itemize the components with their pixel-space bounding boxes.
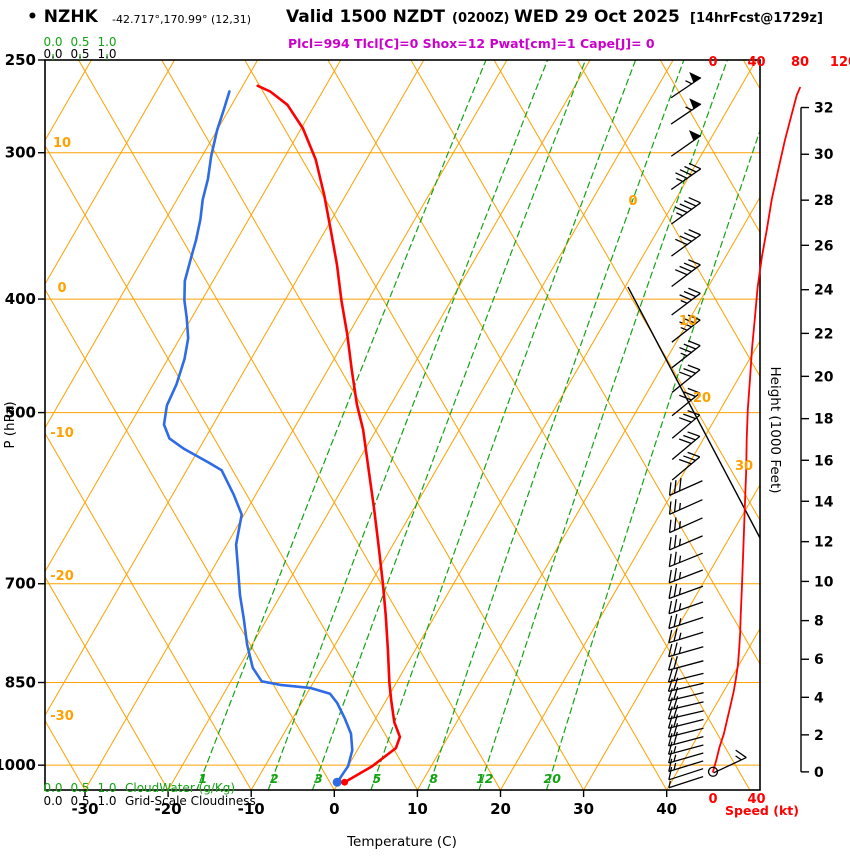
svg-text:0.0: 0.0 bbox=[43, 794, 62, 808]
svg-text:20: 20 bbox=[544, 771, 562, 786]
speed-surface-circle bbox=[707, 766, 719, 777]
svg-text:4: 4 bbox=[814, 690, 824, 706]
profile-curves bbox=[162, 84, 402, 787]
svg-text:Height (1000 Feet): Height (1000 Feet) bbox=[767, 366, 783, 493]
svg-text:40: 40 bbox=[747, 55, 765, 70]
svg-text:2: 2 bbox=[814, 728, 824, 744]
svg-text:10: 10 bbox=[407, 800, 428, 818]
svg-text:26: 26 bbox=[814, 238, 833, 254]
svg-text:0.5: 0.5 bbox=[70, 781, 89, 795]
svg-text:5: 5 bbox=[373, 771, 382, 786]
svg-text:300: 300 bbox=[5, 144, 36, 162]
svg-text:Temperature (C): Temperature (C) bbox=[346, 834, 457, 850]
svg-text:40: 40 bbox=[747, 792, 765, 807]
svg-text:0: 0 bbox=[57, 281, 66, 296]
cloud-scales: 0.00.00.50.51.01.00.00.00.50.51.01.0Clou… bbox=[43, 35, 255, 808]
svg-text:-30: -30 bbox=[50, 709, 74, 724]
svg-text:120: 120 bbox=[830, 55, 850, 70]
svg-text:3: 3 bbox=[314, 771, 323, 786]
svg-text:1.0: 1.0 bbox=[97, 781, 116, 795]
svg-text:-10: -10 bbox=[238, 800, 265, 818]
svg-text:CloudWater (g/Kg): CloudWater (g/Kg) bbox=[125, 781, 235, 795]
svg-text:0.5: 0.5 bbox=[70, 35, 89, 49]
svg-text:24: 24 bbox=[814, 283, 834, 299]
svg-text:30: 30 bbox=[573, 800, 594, 818]
svg-text:0: 0 bbox=[708, 792, 717, 807]
svg-text:1.0: 1.0 bbox=[97, 35, 116, 49]
valid-zulu: (0200Z) bbox=[452, 11, 510, 26]
svg-text:8: 8 bbox=[814, 614, 824, 630]
svg-text:850: 850 bbox=[5, 674, 36, 692]
svg-text:8: 8 bbox=[429, 771, 438, 786]
svg-text:6: 6 bbox=[814, 652, 824, 668]
svg-text:0: 0 bbox=[329, 800, 339, 818]
svg-text:-20: -20 bbox=[155, 800, 182, 818]
svg-text:700: 700 bbox=[5, 575, 36, 593]
svg-text:0: 0 bbox=[628, 194, 637, 209]
svg-text:-30: -30 bbox=[71, 800, 98, 818]
svg-text:12: 12 bbox=[814, 535, 833, 551]
wind-barbs bbox=[667, 71, 747, 789]
valid-date: WED 29 Oct 2025 bbox=[514, 7, 680, 27]
svg-text:20: 20 bbox=[814, 369, 834, 385]
plot-frame bbox=[44, 59, 761, 791]
svg-text:P (hPa): P (hPa) bbox=[2, 401, 18, 448]
svg-text:0.5: 0.5 bbox=[70, 794, 89, 808]
svg-text:20: 20 bbox=[693, 391, 711, 406]
axis-labels: 2503004005007008501000-30-20-10010203040… bbox=[0, 51, 677, 850]
temperature-surface-dot bbox=[341, 778, 349, 786]
svg-text:0: 0 bbox=[814, 765, 824, 781]
svg-text:1000: 1000 bbox=[0, 756, 36, 774]
svg-text:Grid-Scale Cloudiness: Grid-Scale Cloudiness bbox=[125, 794, 256, 808]
wind-speed-curve bbox=[707, 86, 801, 777]
svg-text:-20: -20 bbox=[50, 569, 74, 584]
valid-time: Valid 1500 NZDT bbox=[286, 7, 445, 27]
svg-text:0.0: 0.0 bbox=[43, 47, 62, 61]
svg-text:30: 30 bbox=[814, 147, 834, 163]
isotherm-labels: 10 0 -10 -20 -30 0 10 20 30 bbox=[50, 136, 753, 724]
speed-axis: 04080120040Speed (kt) bbox=[708, 55, 850, 818]
svg-text:28: 28 bbox=[814, 193, 833, 209]
forecast-tag: [14hrFcst@1729z] bbox=[690, 11, 823, 26]
station-coords: -42.717°,170.99° (12,31) bbox=[112, 13, 252, 26]
svg-text:30: 30 bbox=[735, 459, 753, 474]
svg-text:1: 1 bbox=[199, 771, 208, 786]
svg-text:0: 0 bbox=[708, 55, 717, 70]
svg-text:500: 500 bbox=[5, 404, 36, 422]
svg-text:0.0: 0.0 bbox=[43, 35, 62, 49]
svg-text:-10: -10 bbox=[50, 426, 74, 441]
svg-text:14: 14 bbox=[814, 494, 834, 510]
svg-text:16: 16 bbox=[814, 453, 833, 469]
background-grid bbox=[45, 60, 760, 790]
svg-text:1.0: 1.0 bbox=[97, 47, 116, 61]
svg-text:12: 12 bbox=[476, 771, 493, 786]
svg-text:0.0: 0.0 bbox=[43, 781, 62, 795]
station-id: • NZHK bbox=[27, 7, 98, 27]
mixing-ratio-labels: 1 2 3 5 8 12 20 bbox=[199, 771, 562, 786]
svg-text:80: 80 bbox=[791, 55, 809, 70]
svg-text:10: 10 bbox=[679, 314, 697, 329]
sounding-parameters: Plcl=994 Tlcl[C]=0 Shox=12 Pwat[cm]=1 Ca… bbox=[288, 36, 655, 51]
svg-text:250: 250 bbox=[5, 51, 36, 69]
svg-text:10: 10 bbox=[814, 574, 834, 590]
svg-text:20: 20 bbox=[490, 800, 511, 818]
svg-text:40: 40 bbox=[656, 800, 677, 818]
svg-text:0.5: 0.5 bbox=[70, 47, 89, 61]
svg-text:2: 2 bbox=[270, 771, 279, 786]
svg-text:18: 18 bbox=[814, 412, 833, 428]
svg-text:32: 32 bbox=[814, 101, 833, 117]
svg-text:10: 10 bbox=[53, 136, 71, 151]
svg-text:1.0: 1.0 bbox=[97, 794, 116, 808]
svg-text:22: 22 bbox=[814, 326, 833, 342]
dewpoint-surface-dot bbox=[332, 777, 342, 787]
svg-text:Speed (kt): Speed (kt) bbox=[725, 803, 799, 818]
svg-text:400: 400 bbox=[5, 290, 36, 308]
